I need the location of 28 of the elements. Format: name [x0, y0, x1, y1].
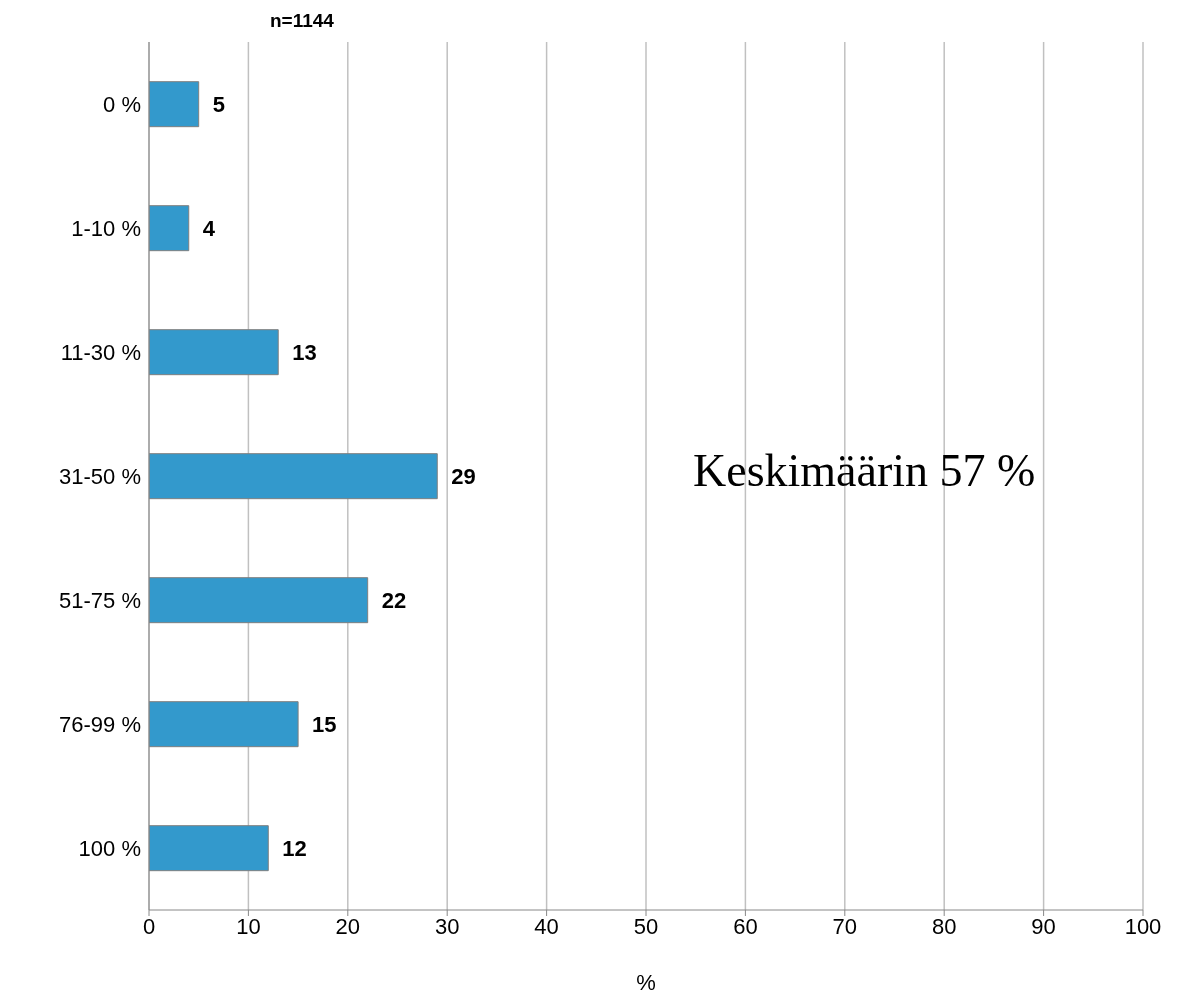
- x-axis-title: %: [636, 970, 656, 995]
- x-tick-label: 80: [931, 913, 957, 939]
- x-tick-label: 60: [733, 913, 758, 939]
- x-tick-label: 20: [335, 913, 361, 939]
- data-label: 12: [282, 835, 307, 861]
- annotation: Keskimäärin 57 %: [693, 444, 1036, 497]
- x-tick-label: 10: [236, 913, 261, 939]
- data-label: 22: [381, 587, 407, 613]
- data-label: 13: [292, 339, 317, 365]
- x-tick-label: 40: [534, 913, 559, 939]
- y-tick-label: 76-99 %: [59, 711, 141, 737]
- y-tick-label: 0 %: [103, 91, 141, 117]
- data-label: 15: [312, 711, 337, 737]
- x-tick-label: 0: [142, 913, 156, 939]
- y-tick-label: 31-50 %: [59, 463, 141, 489]
- y-tick-label: 100 %: [78, 835, 141, 861]
- x-tick-label: 90: [1031, 913, 1056, 939]
- x-tick-label: 70: [832, 913, 858, 939]
- x-tick-label: 100: [1124, 913, 1162, 939]
- x-tick-label: 50: [633, 913, 659, 939]
- y-tick-label: 11-30 %: [60, 339, 141, 365]
- chart-title: n=1144: [270, 10, 334, 32]
- data-label: 29: [451, 463, 476, 489]
- y-tick-label: 1-10 %: [71, 215, 141, 241]
- data-label: 5: [212, 91, 225, 117]
- x-tick-label: 30: [434, 913, 460, 939]
- y-tick-label: 51-75 %: [59, 587, 141, 613]
- data-label: 4: [202, 215, 216, 241]
